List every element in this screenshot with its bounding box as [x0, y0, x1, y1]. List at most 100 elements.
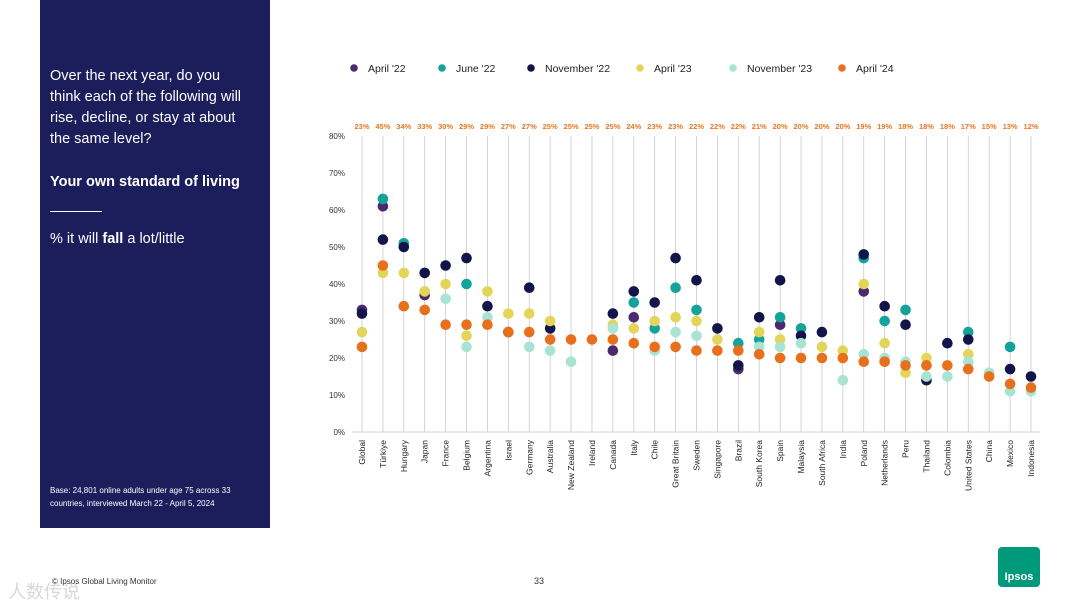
base-note: Base: 24,801 online adults under age 75 …	[50, 486, 231, 508]
y-tick-label: 40%	[329, 280, 345, 289]
data-point	[879, 300, 890, 312]
data-point	[461, 330, 472, 342]
data-point	[649, 341, 660, 353]
data-point	[544, 323, 556, 334]
legend-marker	[838, 64, 846, 72]
data-point	[440, 260, 451, 271]
category-label: India	[838, 440, 848, 459]
data-point	[377, 260, 389, 271]
data-point	[774, 334, 786, 345]
data-point	[586, 334, 598, 345]
category-label: New Zealand	[566, 440, 576, 490]
category-label: Australia	[545, 440, 555, 473]
data-point	[523, 308, 535, 319]
category-label: Canada	[608, 440, 618, 470]
top-value-label: 22%	[731, 122, 746, 131]
side-panel: Over the next year, do you think each of…	[40, 0, 270, 528]
category-label: Ireland	[587, 440, 597, 466]
data-point	[523, 326, 535, 338]
category-label: Japan	[420, 440, 430, 463]
data-point	[962, 349, 974, 360]
data-point	[858, 278, 870, 290]
top-value-label: 23%	[354, 122, 369, 131]
top-value-label: 34%	[396, 122, 411, 131]
top-value-label: 19%	[877, 122, 892, 131]
data-point	[544, 315, 556, 327]
legend-label: November '23	[747, 63, 812, 75]
data-point	[795, 323, 807, 334]
data-point	[753, 312, 765, 323]
data-point	[544, 334, 556, 345]
data-point	[837, 352, 849, 364]
watermark: 人数传说	[8, 582, 80, 602]
category-label: Mexico	[1005, 440, 1015, 467]
y-tick-label: 80%	[329, 132, 345, 141]
top-value-label: 25%	[543, 122, 558, 131]
category-label: Great Britain	[671, 440, 681, 488]
top-value-label: 22%	[710, 122, 725, 131]
category-label: Spain	[775, 440, 785, 462]
category-label: South Korea	[754, 440, 764, 488]
data-point	[607, 334, 619, 345]
data-point	[733, 345, 744, 356]
data-point	[900, 319, 911, 331]
data-point	[837, 374, 849, 386]
top-value-label: 18%	[940, 122, 955, 131]
top-value-label: 33%	[417, 122, 432, 131]
top-value-label: 19%	[856, 122, 871, 131]
data-point	[962, 363, 974, 375]
data-point	[482, 312, 493, 323]
data-point	[900, 360, 911, 371]
data-point	[607, 323, 619, 334]
data-point	[670, 282, 681, 294]
data-point	[712, 334, 723, 345]
category-label: Türkiye	[378, 440, 388, 468]
data-point	[942, 337, 953, 349]
legend-label: April '24	[856, 63, 894, 75]
category-label: Colombia	[942, 440, 952, 476]
category-label: United States	[963, 440, 973, 491]
category-label: Indonesia	[1026, 440, 1036, 477]
measure-prefix: % it will	[50, 231, 103, 247]
data-point	[628, 297, 640, 308]
category-label: Germany	[524, 439, 534, 475]
divider	[50, 211, 102, 212]
top-value-label: 23%	[647, 122, 662, 131]
data-point	[649, 315, 660, 327]
data-point	[544, 345, 556, 356]
data-point	[879, 315, 890, 327]
y-tick-label: 20%	[329, 354, 345, 363]
category-label: Hungary	[399, 439, 409, 472]
data-point	[691, 315, 702, 327]
data-point	[816, 341, 828, 353]
data-point	[1025, 371, 1037, 382]
data-point	[356, 326, 368, 338]
data-point	[774, 341, 786, 353]
data-point	[774, 312, 786, 323]
data-point	[858, 356, 870, 368]
data-point	[942, 371, 953, 382]
category-label: Malaysia	[796, 440, 806, 474]
legend-marker	[636, 64, 644, 72]
data-point	[419, 286, 431, 297]
top-value-label: 45%	[375, 122, 390, 131]
data-point	[691, 304, 702, 316]
data-point	[712, 323, 723, 334]
data-point	[879, 337, 890, 349]
data-point	[795, 330, 807, 342]
data-point	[733, 337, 744, 349]
data-point	[398, 241, 410, 253]
measure-suffix: a lot/little	[123, 231, 185, 247]
y-tick-label: 30%	[329, 317, 345, 326]
data-point	[712, 345, 723, 356]
data-point	[377, 234, 389, 245]
data-point	[1004, 341, 1016, 353]
data-point	[419, 267, 431, 279]
legend-label: November '22	[545, 63, 610, 75]
data-point	[377, 201, 389, 212]
top-value-label: 23%	[668, 122, 683, 131]
data-point	[774, 275, 786, 286]
ipsos-logo-text: Ipsos	[1004, 571, 1034, 583]
data-point	[753, 326, 765, 338]
